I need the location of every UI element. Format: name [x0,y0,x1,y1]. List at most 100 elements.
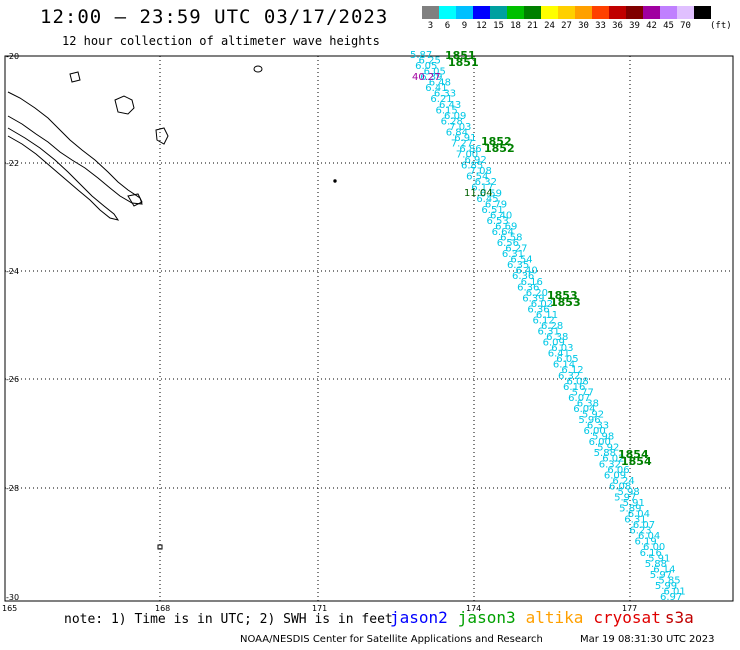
legend-label: 33 [595,21,606,31]
map-frame [4,55,734,602]
swh-value: 6.40 [490,210,512,221]
swh-value: 6.32 [558,371,580,382]
swh-value: 6.16 [521,277,543,288]
satellite-s3a: s3a [664,608,694,627]
coastline [7,65,337,550]
legend-label: 15 [493,21,504,31]
lat-label: -22 [6,159,19,168]
lat-label: -20 [6,52,19,61]
swh-value: 6.39 [522,293,544,304]
swh-value: 6.36 [517,282,539,293]
legend-label: 27 [561,21,572,31]
legend-swatch [643,6,660,19]
swh-value: 5.88 [645,559,667,570]
lat-label: -24 [6,267,19,276]
legend-swatch [575,6,592,19]
swh-value: 6.09 [604,470,626,481]
swh-value: 6.41 [425,83,447,94]
swh-value: 5.98 [592,432,614,443]
swh-value: 6.07 [568,393,590,404]
swh-value: 6.24 [612,476,634,487]
swh-value: 5.85 [658,575,680,586]
legend-label: 45 [663,21,674,31]
legend-swatch [422,6,439,19]
legend-label: 70 [680,21,691,31]
swh-value: 6.06 [607,465,629,476]
small-islet [157,544,163,550]
swh-value: 6.01 [663,586,685,597]
swh-value: 6.00 [589,437,611,448]
legend-unit: (ft) [710,21,732,31]
satellite-legend: jason2 jason3 altika cryosat s3a [390,608,704,627]
swh-value: 6.31 [502,249,524,260]
swh-value: 6.23 [629,526,651,537]
swh-value: 6.04 [573,404,595,415]
axis-labels: 165 168 171 174 177 -20 -22 -24 -26 -28 -30 [2,52,637,613]
swh-value: 6.48 [429,78,451,89]
swh-value: 6.91 [454,133,476,144]
isle-of-pines [127,193,143,207]
legend-swatch [524,6,541,19]
legend-swatch [456,6,473,19]
swh-value: 5.88 [594,448,616,459]
new-caledonia-coast-inner [7,127,120,221]
swh-value: 6.33 [434,89,456,100]
swh-value: 6.14 [553,360,575,371]
satellite-cryosat: cryosat [593,608,661,627]
swh-value: 6.38 [546,332,568,343]
swh-value: 6.00 [583,426,605,437]
swh-value: 6.45 [476,194,498,205]
swh-value: 6.07 [633,520,655,531]
time-label: 1851 [445,49,476,62]
swh-value: 6.12 [532,315,554,326]
lon-label: 168 [155,604,170,613]
swh-value: 6.41 [548,349,570,360]
satellite-jason3: jason3 [457,608,516,627]
altimeter-track: 5.876.256.056.056.396.486.416.336.216.43… [410,50,686,603]
loyalty-island-2 [155,127,169,145]
legend-label: 36 [612,21,623,31]
swh-value: 6.51 [481,205,503,216]
swh-outlier: 11.04 [464,188,493,199]
map-title: 12:00 – 23:59 UTC 03/17/2023 [40,6,389,28]
legend-swatch [507,6,524,19]
swh-value: 5.89 [619,504,641,515]
swh-value: 6.64 [492,227,514,238]
legend-label: 6 [444,21,451,31]
swh-value: 6.02 [531,299,553,310]
legend-swatch [541,6,558,19]
lat-label: -26 [6,375,19,384]
time-label: 1853 [547,289,578,302]
swh-value: 6.86 [459,144,481,155]
legend-swatch [473,6,490,19]
swh-value: 5.98 [618,487,640,498]
swh-value: 6.84 [446,127,468,138]
swh-value: 6.05 [556,354,578,365]
map-grid [5,56,733,601]
swh-value: 6.28 [541,321,563,332]
satellite-altika: altika [525,608,584,627]
swh-value: 6.97 [660,592,682,603]
time-label: 1851 [448,56,479,69]
swh-value: 6.25 [419,56,441,67]
swh-value: 6.15 [436,105,458,116]
swh-value: 6.08 [567,376,589,387]
time-label: 1854 [618,448,649,461]
swh-value: 5.92 [597,443,619,454]
legend-swatch [592,6,609,19]
time-label: 1854 [621,455,652,468]
lon-label: 177 [622,604,637,613]
swh-value: 6.36 [527,304,549,315]
swh-value: 6.05 [415,61,437,72]
legend-label: 21 [527,21,538,31]
legend-swatch [660,6,677,19]
legend-swatch [609,6,626,19]
time-label: 1852 [481,135,512,148]
swh-value: 6.28 [441,116,463,127]
swh-value: 6.14 [653,564,675,575]
swh-value: 6.21 [430,94,452,105]
swh-value: 6.31 [538,327,560,338]
swh-value: 7.27 [451,138,473,149]
legend-swatch [677,6,694,19]
